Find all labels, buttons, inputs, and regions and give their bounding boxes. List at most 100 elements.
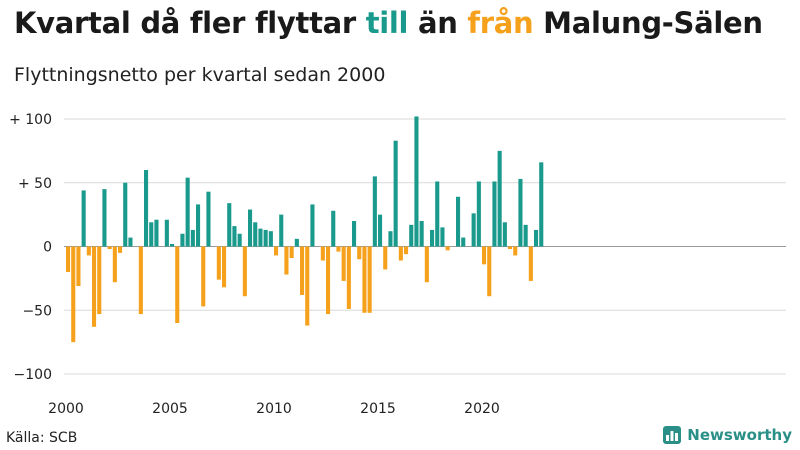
title-part2: än [408,6,468,40]
bar [274,246,279,256]
bar [320,246,325,261]
bar [383,246,388,270]
bar [97,246,102,315]
bar [508,246,513,250]
bar [388,231,393,247]
bar [492,181,497,247]
x-tick-label: 2005 [152,401,188,417]
bar [346,246,351,309]
bar [154,219,159,247]
bar [284,246,289,275]
y-tick-label: + 50 [18,176,52,192]
bar [471,213,476,247]
bar [102,189,107,247]
bar [216,246,221,280]
bar [180,233,185,247]
bar [528,246,533,281]
bar [118,246,123,253]
bar [502,222,507,247]
bar [258,228,263,247]
bar [367,246,372,313]
bar [513,246,518,256]
brand-logo: Newsworthy [663,426,792,444]
bar [149,222,154,247]
bar [123,182,128,247]
x-tick-label: 2015 [360,401,396,417]
bar [534,229,539,247]
bar [331,210,336,247]
bar [237,233,242,247]
bar [430,229,435,247]
title-part1: Kvartal då fler flyttar [14,6,366,40]
bar [461,237,466,247]
bar [398,246,403,261]
bar [196,204,201,247]
bar [424,246,429,283]
bar [206,191,211,247]
bar [248,209,253,247]
bar [86,246,91,256]
bar [414,116,419,247]
bar [300,246,305,295]
bar [404,246,409,255]
y-tick-label: −100 [14,367,52,383]
x-tick-label: 2020 [464,401,500,417]
bar [190,229,195,247]
bar [352,221,357,247]
bar [341,246,346,281]
y-tick-label: + 100 [9,112,52,128]
bar [164,219,169,247]
bar [487,246,492,297]
bar [201,246,206,307]
bar [107,246,112,250]
bar [476,181,481,247]
bar [253,222,258,247]
bar [372,176,377,247]
bar [539,162,544,247]
bar [170,243,175,247]
bar [497,150,502,247]
bar [305,246,310,326]
bar [263,229,268,247]
axis-labels: + 100 + 50 0 −50 −100 2000 2005 2010 2015 2020 [9,112,500,417]
bar [518,178,523,247]
bars [66,116,544,343]
y-tick-label: −50 [22,303,52,319]
bar [326,246,331,315]
x-tick-label: 2000 [48,401,84,417]
bar [279,214,284,247]
title-part3: Malung-Sälen [533,6,763,40]
brand-name: Newsworthy [687,426,792,444]
bar [242,246,247,297]
bar [232,226,237,247]
bar [362,246,367,313]
bar [378,214,383,247]
bar [357,246,362,260]
bar-chart-logo-icon [663,426,682,444]
chart-subtitle: Flyttningsnetto per kvartal sedan 2000 [14,64,386,86]
chart-title: Kvartal då fler flyttar till än från Mal… [14,6,763,40]
bar [185,177,190,247]
bar [310,204,315,247]
bar [268,231,273,247]
bar [523,224,528,247]
title-pos-word: till [365,6,409,40]
x-tick-label: 2010 [256,401,292,417]
bar [76,246,81,287]
bar [71,246,76,343]
bar [409,224,414,247]
bar [445,246,450,251]
bar [81,190,86,247]
title-neg-word: från [467,6,534,40]
bar [435,181,440,247]
source-note: Källa: SCB [6,430,78,446]
y-tick-label: 0 [43,240,52,256]
bar [294,238,299,247]
bar [393,140,398,247]
bar [144,170,149,247]
bar [66,246,71,272]
bar [222,246,227,288]
bar [128,237,133,247]
bar [456,196,461,247]
